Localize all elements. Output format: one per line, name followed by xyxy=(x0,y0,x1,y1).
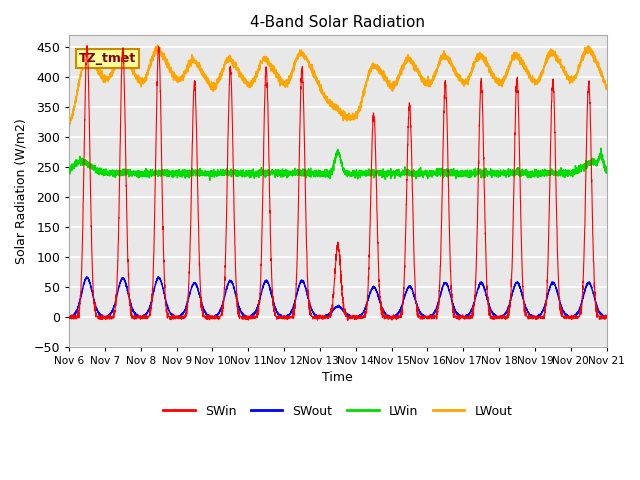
Y-axis label: Solar Radiation (W/m2): Solar Radiation (W/m2) xyxy=(15,118,28,264)
Title: 4-Band Solar Radiation: 4-Band Solar Radiation xyxy=(250,15,426,30)
X-axis label: Time: Time xyxy=(323,372,353,384)
Legend: SWin, SWout, LWin, LWout: SWin, SWout, LWin, LWout xyxy=(159,400,517,423)
Text: TZ_tmet: TZ_tmet xyxy=(79,52,136,65)
